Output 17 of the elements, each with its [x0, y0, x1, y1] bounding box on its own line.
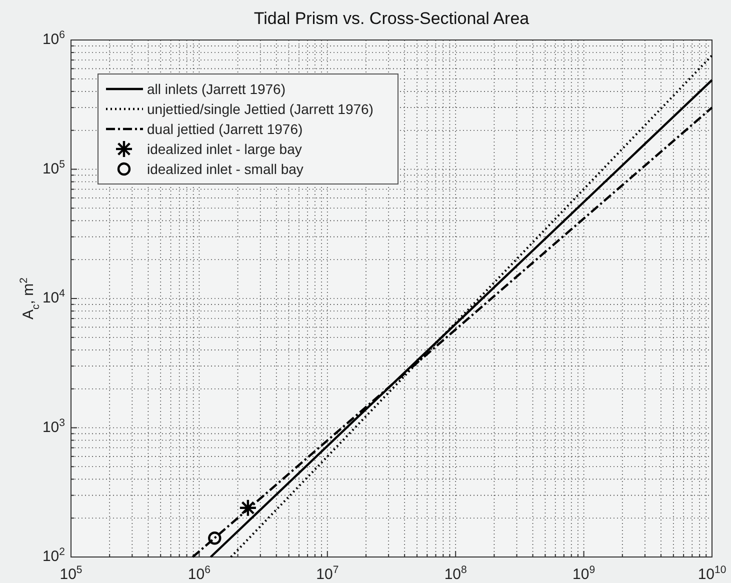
- y-tick-label: 10$^{6}$: [42, 29, 66, 48]
- legend-label: idealized inlet - large bay: [147, 141, 302, 157]
- chart-title: Tidal Prism vs. Cross-Sectional Area: [254, 9, 530, 28]
- legend-label: dual jettied (Jarrett 1976): [147, 121, 303, 137]
- x-tick-label: 10$^{9}$: [572, 564, 596, 583]
- x-tick-label: 10$^{8}$: [444, 564, 468, 583]
- legend-label: all inlets (Jarrett 1976): [147, 81, 286, 97]
- y-tick-label: 10$^{3}$: [42, 416, 66, 436]
- x-tick-label: 10$^{5}$: [60, 564, 82, 583]
- x-tick-label: 10$^{7}$: [316, 564, 339, 583]
- legend-label: idealized inlet - small bay: [147, 161, 304, 177]
- y-tick-label: 10$^{4}$: [42, 288, 66, 306]
- legend-label: unjettied/single Jettied (Jarrett 1976): [147, 101, 374, 117]
- y-tick-label: 10$^{5}$: [42, 158, 66, 178]
- y-tick-label: 10$^{2}$: [42, 546, 66, 565]
- x-tick-label: 10$^{6}$: [188, 564, 211, 583]
- x-tick-label: 10$^{10}$: [698, 564, 726, 583]
